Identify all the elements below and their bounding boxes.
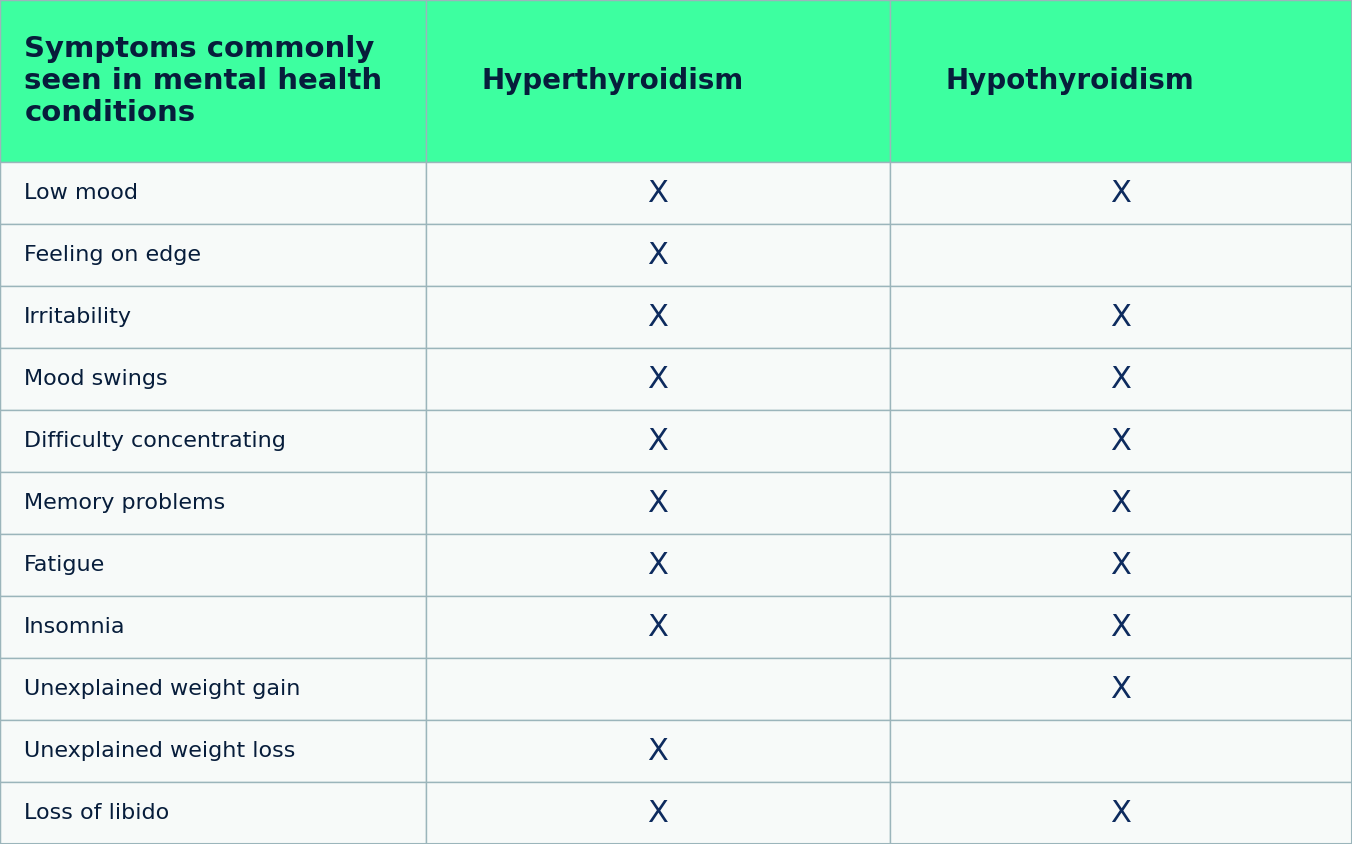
Text: Feeling on edge: Feeling on edge: [24, 245, 201, 265]
Bar: [890, 720, 1352, 782]
Text: X: X: [648, 737, 668, 766]
Text: X: X: [648, 551, 668, 580]
Text: Unexplained weight gain: Unexplained weight gain: [24, 679, 300, 700]
Bar: [0, 348, 426, 410]
Bar: [426, 410, 890, 473]
Text: X: X: [648, 799, 668, 828]
Bar: [426, 0, 890, 162]
Bar: [0, 286, 426, 348]
Bar: [890, 224, 1352, 286]
Text: Memory problems: Memory problems: [24, 493, 226, 513]
Bar: [426, 720, 890, 782]
Text: X: X: [1110, 675, 1132, 704]
Text: X: X: [1110, 613, 1132, 641]
Text: X: X: [648, 241, 668, 269]
Bar: [890, 658, 1352, 720]
Bar: [0, 472, 426, 534]
Text: X: X: [1110, 365, 1132, 393]
Text: X: X: [648, 179, 668, 208]
Bar: [890, 410, 1352, 473]
Text: X: X: [1110, 489, 1132, 517]
Bar: [890, 596, 1352, 658]
Bar: [0, 410, 426, 473]
Bar: [426, 596, 890, 658]
Bar: [0, 162, 426, 224]
Text: Fatigue: Fatigue: [24, 555, 105, 576]
Bar: [426, 348, 890, 410]
Text: X: X: [648, 365, 668, 393]
Bar: [890, 472, 1352, 534]
Text: X: X: [1110, 427, 1132, 456]
Bar: [426, 472, 890, 534]
Text: Irritability: Irritability: [24, 307, 132, 327]
Bar: [426, 782, 890, 844]
Bar: [0, 720, 426, 782]
Text: Hyperthyroidism: Hyperthyroidism: [481, 67, 744, 95]
Text: X: X: [648, 427, 668, 456]
Text: X: X: [1110, 303, 1132, 332]
Bar: [426, 658, 890, 720]
Bar: [426, 534, 890, 596]
Text: Unexplained weight loss: Unexplained weight loss: [24, 741, 296, 761]
Text: X: X: [1110, 551, 1132, 580]
Bar: [426, 162, 890, 224]
Text: X: X: [1110, 799, 1132, 828]
Text: Symptoms commonly
seen in mental health
conditions: Symptoms commonly seen in mental health …: [24, 35, 383, 127]
Bar: [0, 534, 426, 596]
Bar: [0, 596, 426, 658]
Bar: [426, 286, 890, 348]
Bar: [426, 224, 890, 286]
Bar: [0, 658, 426, 720]
Bar: [890, 0, 1352, 162]
Bar: [0, 224, 426, 286]
Bar: [890, 348, 1352, 410]
Text: X: X: [648, 489, 668, 517]
Text: X: X: [648, 613, 668, 641]
Text: Hypothyroidism: Hypothyroidism: [945, 67, 1194, 95]
Text: Insomnia: Insomnia: [24, 617, 126, 637]
Bar: [890, 286, 1352, 348]
Text: Mood swings: Mood swings: [24, 369, 168, 389]
Text: Difficulty concentrating: Difficulty concentrating: [24, 431, 287, 452]
Bar: [0, 782, 426, 844]
Bar: [890, 162, 1352, 224]
Text: Loss of libido: Loss of libido: [24, 803, 169, 824]
Bar: [0, 0, 426, 162]
Text: Low mood: Low mood: [24, 183, 138, 203]
Text: X: X: [1110, 179, 1132, 208]
Bar: [890, 782, 1352, 844]
Text: X: X: [648, 303, 668, 332]
Bar: [890, 534, 1352, 596]
